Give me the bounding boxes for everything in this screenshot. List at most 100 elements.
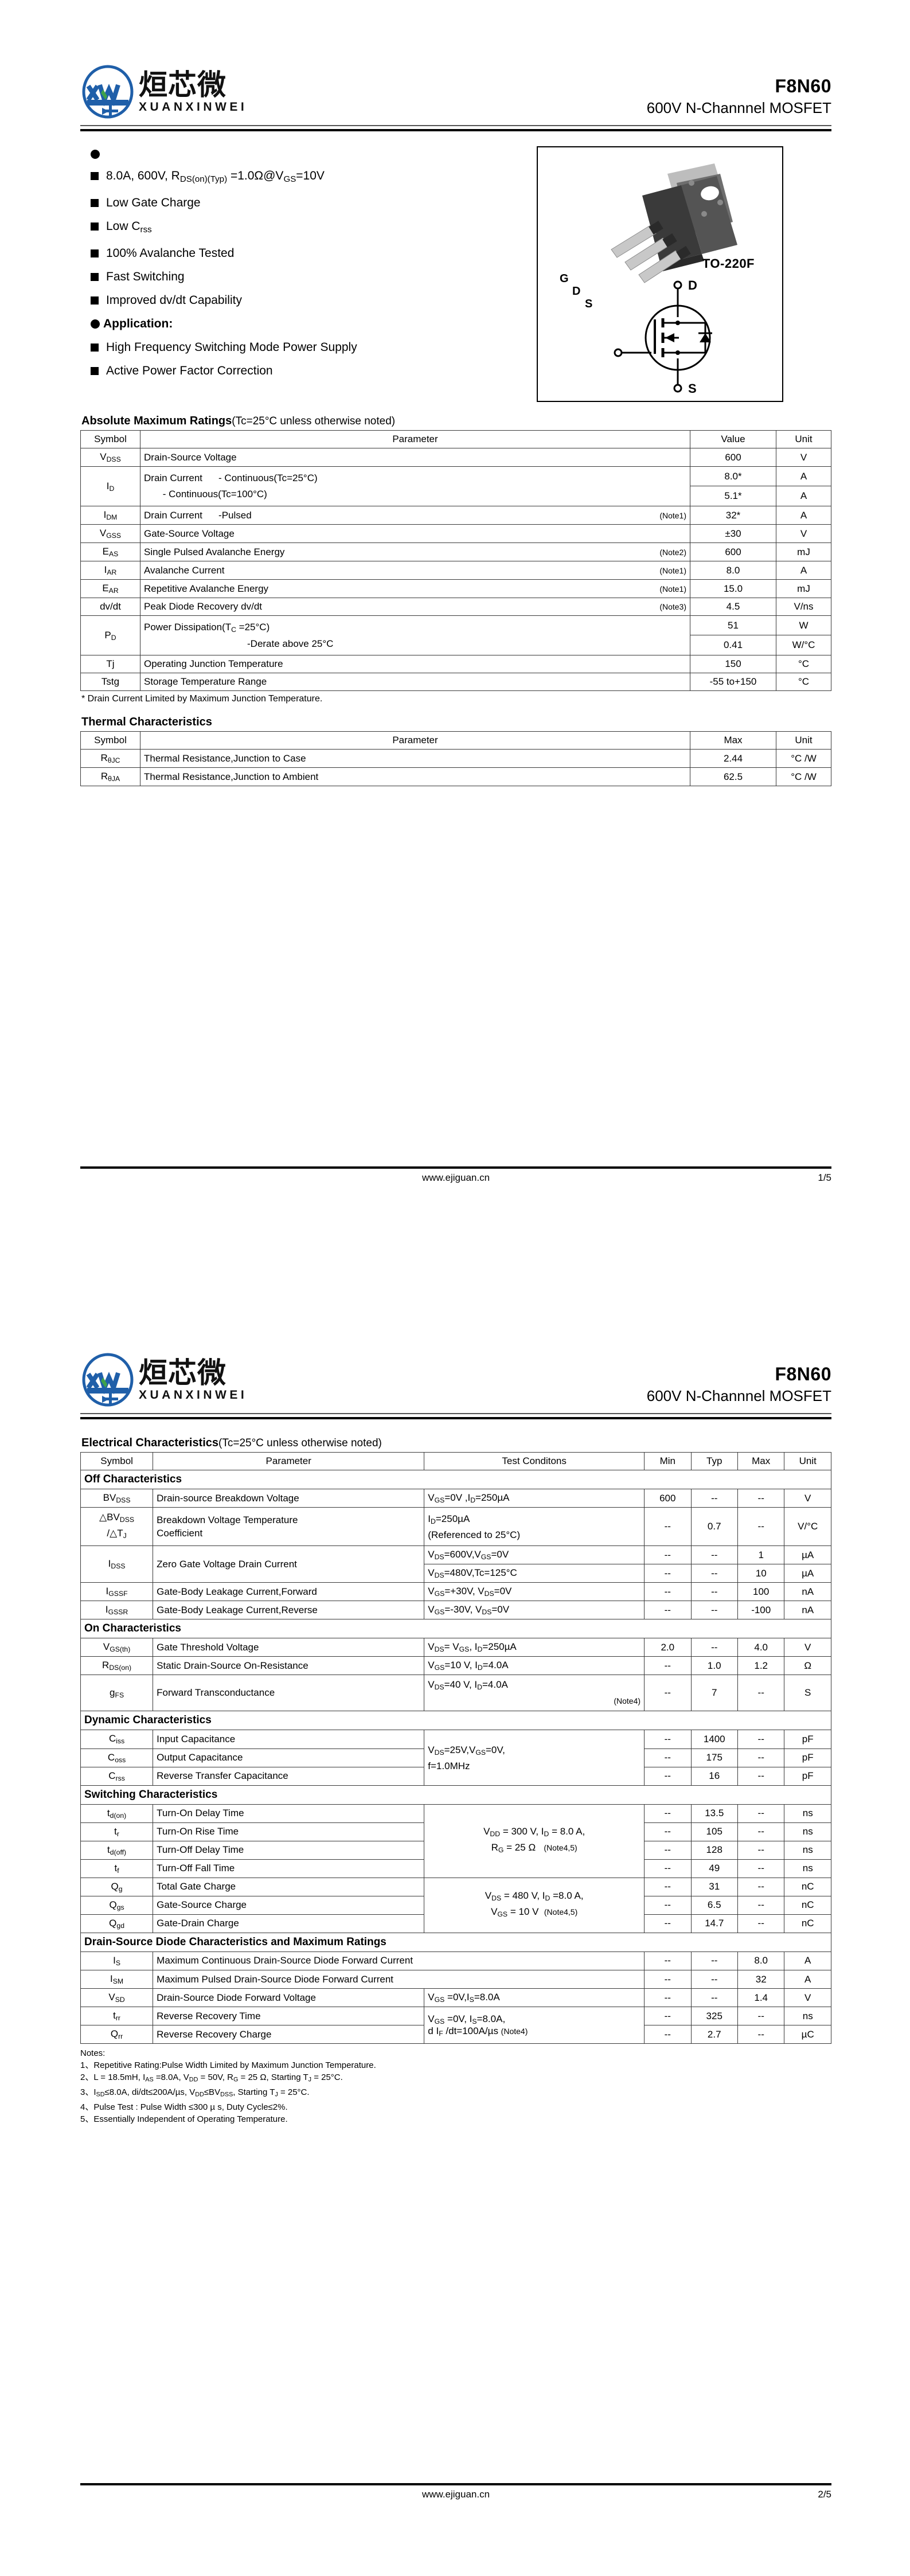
cell-unit: A — [776, 561, 831, 580]
table-row: EAR Repetitive Avalanche Energy (Note1) 1… — [80, 579, 831, 599]
cell-symbol: VGS(th) — [80, 1638, 154, 1657]
cell-value: 8.0 — [690, 561, 776, 580]
cell-unit: V — [784, 1638, 831, 1657]
header-rule-thin — [80, 1413, 831, 1414]
feature-text: Improved dv/dt Capability — [106, 293, 242, 307]
cell-condition: VDS= VGS, ID=250µA — [424, 1638, 645, 1657]
cell-unit: ns — [784, 1859, 831, 1878]
cell-typ: -- — [690, 1638, 738, 1657]
footer-website[interactable]: www.ejiguan.cn — [421, 2489, 490, 2500]
feature-text: 8.0A, 600V, RDS(on)(Typ) =1.0Ω@VGS=10V — [106, 169, 325, 184]
col-parameter: Parameter — [153, 1452, 425, 1470]
cell-parameter: Turn-On Delay Time — [153, 1804, 425, 1823]
cell-max: 10 — [737, 1564, 785, 1583]
cell-parameter: Output Capacitance — [153, 1748, 425, 1767]
table-row: Ciss Input Capacitance VDS=25V,VGS=0V, f=… — [80, 1730, 831, 1786]
cell-symbol: Ciss — [80, 1730, 154, 1749]
group-title: Drain-Source Diode Characteristics and M… — [80, 1932, 831, 1952]
cell-typ: -- — [690, 1969, 738, 1989]
square-bullet-icon — [91, 272, 99, 281]
mosfet-schematic-icon: D S G — [614, 278, 712, 393]
cell-max: -- — [737, 2007, 785, 2026]
cell-symbol: IDSS — [80, 1545, 154, 1583]
table-row: ID Drain Current - Continuous(Tc=25°C) - … — [80, 466, 831, 507]
cell-symbol: IGSSR — [80, 1601, 154, 1620]
group-header-row: Off Characteristics — [80, 1470, 831, 1489]
cell-unit: A — [784, 1951, 831, 1970]
group-header-row: Switching Characteristics — [80, 1785, 831, 1805]
cell-symbol: RθJA — [80, 767, 140, 787]
table-row: IS Maximum Continuous Drain-Source Diode… — [80, 1951, 831, 1970]
cell-unit: W W/°C — [776, 615, 831, 656]
col-min: Min — [644, 1452, 692, 1470]
table-header-row: Symbol Parameter Value Unit — [80, 430, 831, 448]
cell-min: -- — [644, 2025, 692, 2044]
table-row: VGSS Gate-Source Voltage ±30 V — [80, 524, 831, 544]
cell-symbol: td(on) — [80, 1804, 154, 1823]
cell-value: 51 0.41 — [690, 615, 776, 656]
cell-symbol: td(off) — [80, 1840, 154, 1860]
cell-condition: VDS=25V,VGS=0V, f=1.0MHz — [424, 1730, 645, 1786]
cell-min: -- — [644, 1951, 692, 1970]
square-bullet-icon — [91, 172, 99, 180]
page-2: 烜芯微 XUANXINWEI F8N60 600V N-Channnel MOS… — [0, 1288, 910, 2576]
table-row: VDS=480V,Tc=125°C -- -- 10 µA — [81, 1564, 831, 1583]
cell-typ: -- — [690, 1582, 738, 1602]
application-heading: Application: — [91, 316, 516, 331]
cell-condition: VDS = 480 V, ID =8.0 A, VGS = 10 V (Note4… — [424, 1877, 645, 1933]
footer-website[interactable]: www.ejiguan.cn — [421, 1172, 490, 1183]
cell-typ: 31 — [690, 1877, 738, 1896]
thermal-characteristics-table: Symbol Parameter Max Unit RθJC Thermal R… — [80, 731, 831, 787]
cell-min: -- — [644, 1877, 692, 1896]
table-row: IGSSR Gate-Body Leakage Current,Reverse … — [80, 1601, 831, 1620]
cell-typ: 16 — [690, 1766, 738, 1786]
square-bullet-icon — [91, 222, 99, 231]
cell-min: -- — [644, 1859, 692, 1878]
note-item: 4、Pulse Test : Pulse Width ≤300 µ s, Dut… — [80, 2102, 288, 2112]
feature-text: Active Power Factor Correction — [106, 364, 273, 377]
cell-condition: VGS =0V, IS=8.0A, d IF /dt=100A/µs (Note4… — [424, 2007, 645, 2044]
cell-unit: V/°C — [784, 1507, 831, 1547]
circle-bullet-icon — [91, 319, 100, 329]
cell-symbol: IDM — [80, 506, 140, 525]
cell-condition: VGS=-30V, VDS=0V — [424, 1601, 645, 1620]
col-max: Max — [737, 1452, 785, 1470]
cell-typ: -- — [690, 1488, 738, 1508]
table-row: EAS Single Pulsed Avalanche Energy (Note2… — [80, 542, 831, 562]
cell-symbol: gFS — [80, 1675, 154, 1712]
list-item: Low Gate Charge — [91, 195, 516, 210]
table-row: IAR Avalanche Current (Note1) 8.0 A — [80, 561, 831, 580]
cell-typ: 14.7 — [690, 1914, 738, 1933]
cell-typ: 0.7 — [690, 1507, 738, 1547]
cell-unit: V — [784, 1988, 831, 2008]
cell-symbol: VGSS — [80, 524, 140, 544]
cell-unit: °C — [776, 655, 831, 674]
cell-symbol: ID — [80, 466, 140, 507]
cell-unit: nC — [784, 1877, 831, 1896]
note-item: 5、Essentially Independent of Operating T… — [80, 2114, 288, 2124]
cell-max: 2.44 — [690, 749, 776, 768]
feature-text: Low Crss — [106, 219, 152, 235]
cell-parameter: Gate-Source Charge — [153, 1895, 425, 1915]
group-header-row: Drain-Source Diode Characteristics and M… — [80, 1932, 831, 1952]
electrical-characteristics-table: Symbol Parameter Test Conditons Min Typ … — [80, 1452, 831, 2044]
cell-condition: VGS=10 V, ID=4.0A — [424, 1656, 645, 1676]
cell-min: -- — [644, 1914, 692, 1933]
cell-symbol: Tstg — [80, 673, 140, 692]
group-header-row: On Characteristics — [80, 1619, 831, 1639]
cell-typ: 2.7 — [690, 2025, 738, 2044]
cell-symbol: Qgd — [80, 1914, 154, 1933]
table-row: Coss Output Capacitance -- 175 -- pF — [80, 1748, 831, 1767]
table-header-row: Symbol Parameter Test Conditons Min Typ … — [80, 1452, 831, 1470]
cell-symbol: Tj — [80, 655, 140, 674]
cell-parameter: Gate-Body Leakage Current,Reverse — [153, 1601, 425, 1620]
cell-unit: mJ — [776, 579, 831, 599]
cell-max: -- — [737, 1914, 785, 1933]
cell-max: -- — [737, 1804, 785, 1823]
feature-text: Fast Switching — [106, 270, 185, 283]
cell-symbol: tr — [80, 1822, 154, 1841]
cell-unit: pF — [784, 1766, 831, 1786]
table-row: RθJC Thermal Resistance,Junction to Case… — [80, 749, 831, 768]
feature-text: Low Gate Charge — [106, 196, 201, 209]
cell-max: 1.4 — [737, 1988, 785, 2008]
